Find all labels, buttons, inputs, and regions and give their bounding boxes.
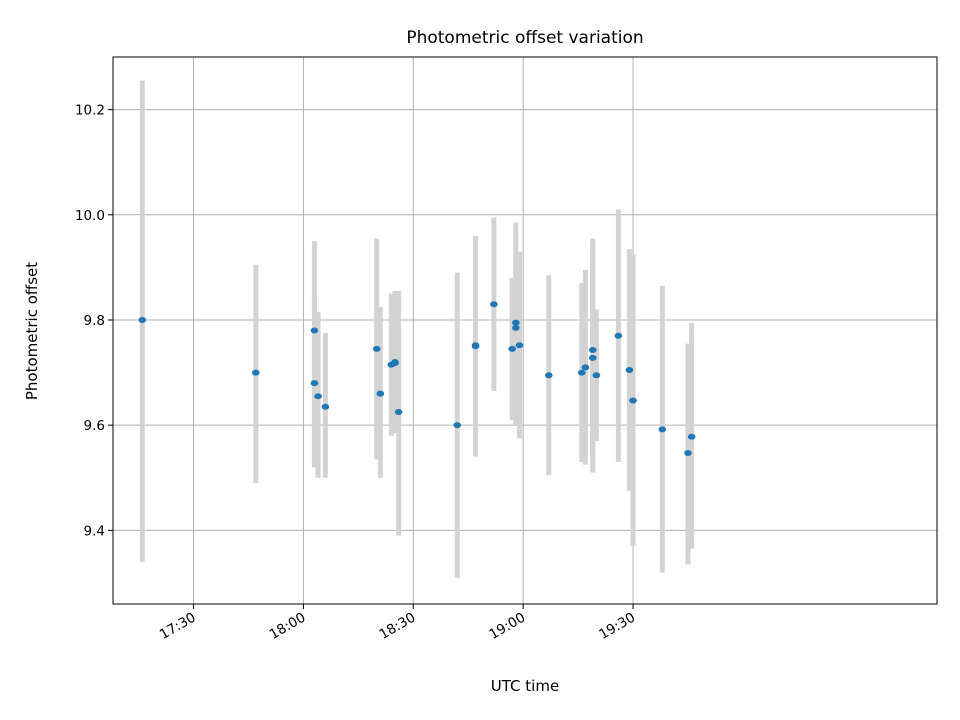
data-point xyxy=(471,342,480,349)
data-point xyxy=(314,393,322,400)
data-point xyxy=(588,354,597,361)
data-point xyxy=(629,397,637,404)
data-point xyxy=(512,324,520,331)
data-point xyxy=(490,301,498,308)
data-point xyxy=(376,390,385,397)
data-point xyxy=(658,426,667,433)
data-point xyxy=(372,345,381,352)
data-point xyxy=(453,422,462,429)
y-tick-label: 9.6 xyxy=(84,418,105,434)
data-point xyxy=(391,359,399,366)
data-point xyxy=(512,319,520,326)
data-point xyxy=(310,380,319,387)
y-tick-label: 9.4 xyxy=(84,523,105,539)
data-point xyxy=(684,450,692,457)
x-axis-label: UTC time xyxy=(491,677,559,695)
data-point xyxy=(321,403,330,410)
y-axis: 9.4 9.6 9.8 10.0 10.2 xyxy=(75,103,113,539)
plot-frame xyxy=(112,56,938,605)
data-point xyxy=(515,342,524,349)
data-point xyxy=(577,369,586,376)
data-point xyxy=(508,345,516,352)
grid xyxy=(113,57,937,604)
data-point xyxy=(592,372,601,379)
y-tick-label: 10.2 xyxy=(75,103,105,119)
y-tick-label: 10.0 xyxy=(75,208,105,224)
data-point xyxy=(545,372,553,379)
data-point xyxy=(394,409,403,416)
data-point xyxy=(581,364,590,371)
data-point xyxy=(138,316,147,323)
data-point xyxy=(614,332,623,339)
y-tick-label: 9.8 xyxy=(84,313,105,329)
data-point xyxy=(625,366,634,373)
data-point xyxy=(310,327,319,334)
y-axis-label: Photometric offset xyxy=(23,262,41,400)
data-point xyxy=(588,346,597,353)
data-points xyxy=(138,301,696,457)
chart-title: Photometric offset variation xyxy=(406,28,643,48)
data-point xyxy=(687,433,696,440)
data-point xyxy=(252,369,260,376)
